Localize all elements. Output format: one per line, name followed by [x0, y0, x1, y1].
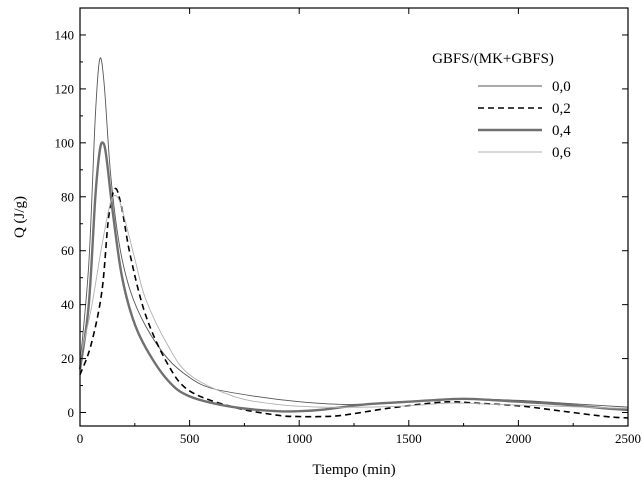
y-tick-label: 140	[55, 27, 75, 42]
y-tick-label: 40	[61, 297, 74, 312]
x-tick-label: 500	[180, 431, 200, 446]
x-tick-label: 2000	[505, 431, 531, 446]
x-tick-label: 1500	[396, 431, 422, 446]
y-tick-label: 100	[55, 135, 75, 150]
legend: 0,0 0,2 0,4 0,6	[478, 79, 571, 161]
legend-label-0-0: 0,0	[552, 79, 571, 95]
x-axis-title: Tiempo (min)	[312, 462, 395, 478]
y-tick-label: 60	[61, 243, 74, 258]
x-tick-label: 2500	[615, 431, 641, 446]
series-layer	[78, 57, 629, 419]
y-tick-label: 120	[55, 81, 75, 96]
y-tick-label: 20	[61, 351, 74, 366]
series-line-0-6	[79, 194, 629, 409]
y-tick-label: 0	[68, 405, 75, 420]
axes-layer: 0 500 1000 1500 2000 2500 0 20 40 60 80 100 120 140	[55, 8, 641, 446]
legend-label-0-4: 0,4	[552, 123, 571, 139]
y-tick-label: 80	[61, 189, 74, 204]
legend-label-0-2: 0,2	[552, 101, 571, 117]
x-tick-label: 0	[77, 431, 84, 446]
series-line-0-4	[78, 141, 629, 413]
legend-title: GBFS/(MK+GBFS)	[432, 51, 554, 67]
legend-label-0-6: 0,6	[552, 145, 571, 161]
x-tick-label: 1000	[286, 431, 312, 446]
y-axis-title: Q (J/g)	[12, 196, 28, 238]
